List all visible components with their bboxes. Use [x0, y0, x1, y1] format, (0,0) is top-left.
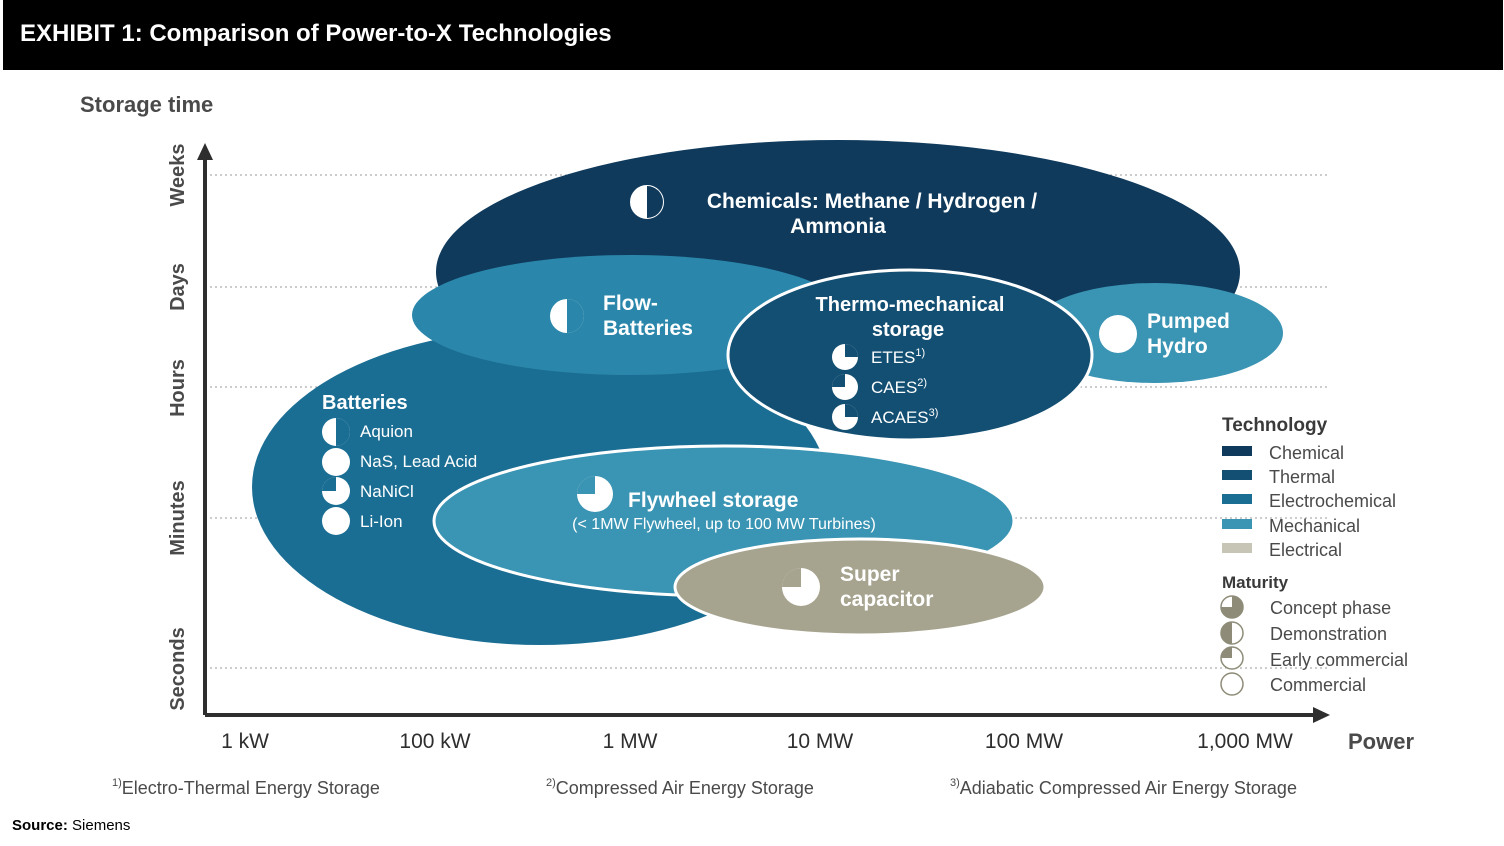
- demonstration-icon: [550, 299, 584, 333]
- early-commercial-icon: [782, 568, 820, 606]
- thermo-item-acaes: ACAES3): [871, 407, 938, 427]
- x-axis-arrow-icon: [1313, 707, 1330, 723]
- demonstration-icon: [630, 185, 664, 219]
- source-line: Source: Siemens: [12, 817, 130, 834]
- y-axis-title: Storage time: [80, 92, 213, 117]
- thermo-title-line1: Thermo-mechanical: [816, 294, 1005, 316]
- legend-technology-title: Technology: [1222, 415, 1328, 436]
- source-label: Source:: [12, 817, 68, 834]
- x-level-1mw: 1 MW: [603, 730, 658, 753]
- supercap-title-line1: Super: [840, 563, 900, 586]
- flow-batteries-title-line2: Batteries: [603, 317, 693, 340]
- pumped-hydro-title-line1: Pumped: [1147, 310, 1230, 333]
- thermo-item-caes: CAES2): [871, 377, 927, 397]
- legend-item-concept-phase: Concept phase: [1270, 598, 1391, 618]
- legend-item-demonstration: Demonstration: [1270, 624, 1387, 644]
- bubble-thermo: [726, 268, 1094, 442]
- legend-maturity-title: Maturity: [1222, 573, 1289, 592]
- y-level-days: Days: [167, 263, 189, 311]
- footnote-3: 3)Adiabatic Compressed Air Energy Storag…: [950, 777, 1297, 798]
- source-value: Siemens: [72, 817, 131, 834]
- battery-item-nas-lead-acid: NaS, Lead Acid: [360, 452, 477, 471]
- legend-swatch-thermal: [1222, 470, 1252, 480]
- y-level-seconds: Seconds: [167, 627, 189, 710]
- axes: [197, 143, 1330, 723]
- footnote-2: 2)Compressed Air Energy Storage: [546, 777, 814, 798]
- y-level-minutes: Minutes: [167, 480, 189, 556]
- bubble-supercap: [673, 537, 1047, 637]
- legend-item-mechanical: Mechanical: [1269, 516, 1360, 536]
- x-axis-title: Power: [1348, 729, 1414, 754]
- flow-batteries-title-line1: Flow-: [603, 292, 658, 315]
- legend-item-thermal: Thermal: [1269, 467, 1335, 487]
- exhibit-title: EXHIBIT 1: Comparison of Power-to-X Tech…: [20, 20, 612, 47]
- early-commercial-icon: [832, 374, 858, 400]
- commercial-icon: [1220, 672, 1244, 696]
- legend-swatch-chemical: [1222, 446, 1252, 456]
- battery-item-nanicl: NaNiCl: [360, 482, 414, 501]
- y-axis-arrow-icon: [197, 143, 213, 160]
- thermo-item-etes: ETES1): [871, 347, 925, 367]
- legend-swatch-electrochemical: [1222, 494, 1252, 504]
- commercial-icon: [1099, 315, 1137, 353]
- battery-item-aquion: Aquion: [360, 422, 413, 441]
- early-commercial-icon: [322, 477, 350, 505]
- flywheel-title: Flywheel storage: [628, 489, 798, 512]
- thermo-title-line2: storage: [872, 319, 944, 341]
- y-level-hours: Hours: [167, 359, 189, 417]
- x-level-1000mw: 1,000 MW: [1197, 730, 1293, 753]
- commercial-icon: [322, 507, 350, 535]
- chemicals-title-line2: Ammonia: [790, 215, 886, 238]
- footnote-1: 1)Electro-Thermal Energy Storage: [112, 777, 380, 798]
- demonstration-icon: [322, 418, 350, 446]
- legend: Technology Chemical Thermal Electrochemi…: [1220, 415, 1408, 696]
- early-commercial-icon: [577, 476, 613, 512]
- concept-phase-icon: [832, 344, 858, 370]
- supercap-title-line2: capacitor: [840, 588, 933, 611]
- header-bar: EXHIBIT 1: Comparison of Power-to-X Tech…: [3, 0, 1503, 70]
- x-level-100mw: 100 MW: [985, 730, 1063, 753]
- batteries-title: Batteries: [322, 392, 408, 414]
- legend-item-commercial: Commercial: [1270, 675, 1366, 695]
- legend-item-chemical: Chemical: [1269, 443, 1344, 463]
- x-level-100kw: 100 kW: [399, 730, 470, 753]
- flywheel-subtitle: (< 1MW Flywheel, up to 100 MW Turbines): [572, 516, 876, 533]
- legend-swatch-electrical: [1222, 543, 1252, 553]
- x-level-10mw: 10 MW: [787, 730, 854, 753]
- demonstration-icon: [1220, 621, 1244, 645]
- legend-item-early-commercial: Early commercial: [1270, 650, 1408, 670]
- y-level-weeks: Weeks: [167, 143, 189, 206]
- x-level-1kw: 1 kW: [221, 730, 269, 753]
- concept-phase-icon: [1220, 595, 1244, 619]
- commercial-icon: [322, 448, 350, 476]
- legend-swatch-mechanical: [1222, 519, 1252, 529]
- concept-phase-icon: [832, 404, 858, 430]
- chemicals-title-line1: Chemicals: Methane / Hydrogen /: [707, 190, 1037, 213]
- pumped-hydro-title-line2: Hydro: [1147, 335, 1208, 358]
- battery-item-li-ion: Li-Ion: [360, 512, 403, 531]
- legend-item-electrochemical: Electrochemical: [1269, 491, 1396, 511]
- early-commercial-icon: [1220, 646, 1244, 670]
- legend-item-electrical: Electrical: [1269, 540, 1342, 560]
